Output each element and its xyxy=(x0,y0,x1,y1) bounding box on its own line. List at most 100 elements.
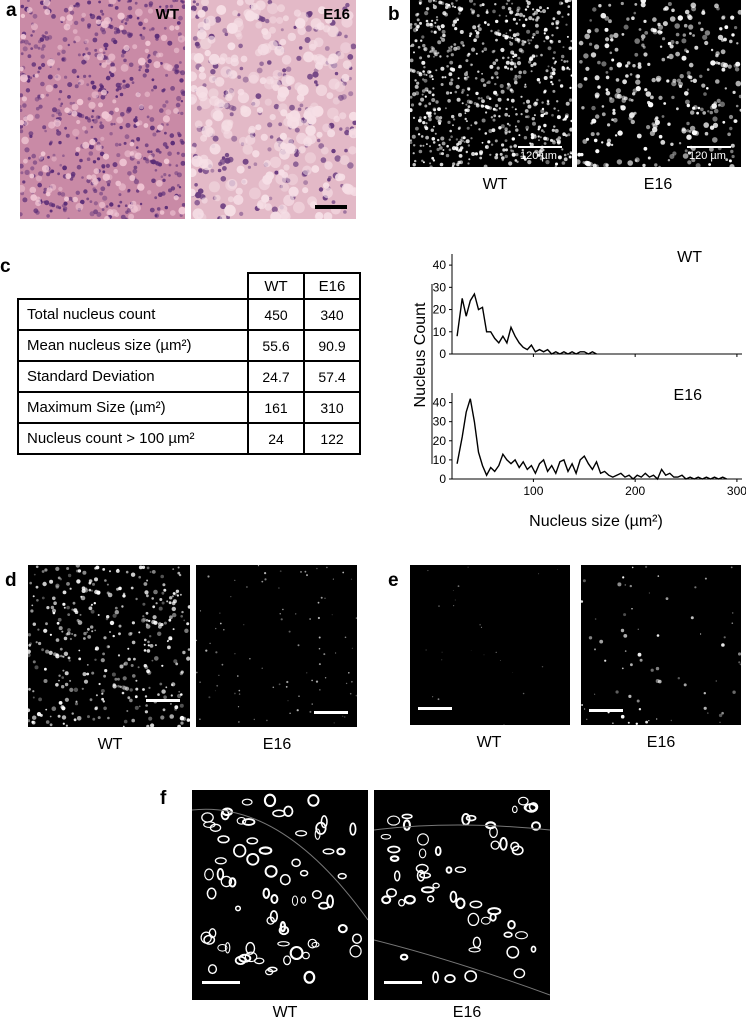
texture-dot xyxy=(98,201,106,209)
texture-dot xyxy=(104,113,113,122)
texture-dot xyxy=(342,6,348,12)
texture-dot xyxy=(512,672,514,673)
nucleus-stats-table: WT E16 Total nucleus count 450 340 Mean … xyxy=(17,272,361,455)
texture-dot xyxy=(31,720,36,725)
texture-dot xyxy=(29,581,32,585)
texture-dot xyxy=(222,28,228,34)
texture-dot xyxy=(130,664,134,667)
texture-dot xyxy=(735,80,741,87)
texture-dot xyxy=(225,179,238,192)
texture-dot xyxy=(57,52,61,56)
y-axis-label: Nucleus Count xyxy=(412,302,429,408)
texture-dot xyxy=(419,116,422,120)
texture-dot xyxy=(647,62,651,66)
texture-dot xyxy=(69,687,74,692)
texture-dot xyxy=(252,150,260,158)
texture-dot xyxy=(488,129,493,133)
texture-dot xyxy=(102,153,110,160)
row-label: Maximum Size (µm²) xyxy=(17,391,249,424)
texture-dot xyxy=(328,122,335,129)
texture-dot xyxy=(65,724,68,727)
scale-bar xyxy=(687,146,731,148)
texture-dot xyxy=(703,122,709,128)
texture-dot xyxy=(134,695,138,699)
texture-dot xyxy=(186,656,190,661)
texture-dot xyxy=(536,16,540,20)
texture-dot xyxy=(424,87,429,92)
texture-dot xyxy=(509,29,512,32)
texture-dot xyxy=(199,37,212,50)
texture-dot xyxy=(94,707,98,711)
texture-dot xyxy=(441,651,443,653)
texture-dot xyxy=(172,592,176,595)
series-label-wt: WT xyxy=(677,249,702,266)
texture-dot xyxy=(521,42,525,46)
texture-dot xyxy=(144,695,148,698)
texture-dot xyxy=(524,83,527,86)
texture-dot xyxy=(215,627,217,630)
texture-dot xyxy=(147,59,152,64)
texture-dot xyxy=(238,693,241,695)
texture-dot xyxy=(162,103,167,108)
texture-dot xyxy=(267,0,273,5)
texture-dot xyxy=(463,141,466,143)
texture-dot xyxy=(492,118,496,122)
texture-dot xyxy=(639,658,643,662)
texture-dot xyxy=(425,22,430,27)
texture-dot xyxy=(539,157,543,161)
texture-dot xyxy=(672,78,677,83)
vessel-mark xyxy=(289,945,304,961)
texture-dot xyxy=(231,105,237,112)
texture-dot xyxy=(220,176,227,182)
texture-dot xyxy=(541,666,544,668)
texture-dot xyxy=(675,51,680,57)
vessel-mark xyxy=(420,886,435,894)
texture-dot xyxy=(94,32,99,37)
texture-dot xyxy=(214,690,216,692)
nuclei-image-wt: 120 µm xyxy=(410,0,572,167)
texture-dot xyxy=(169,596,173,600)
texture-dot xyxy=(732,690,736,694)
texture-dot xyxy=(274,45,285,56)
texture-dot xyxy=(58,626,63,631)
texture-dot xyxy=(176,172,182,178)
texture-dot xyxy=(454,599,456,601)
texture-dot xyxy=(585,66,590,71)
texture-dot xyxy=(156,207,161,211)
texture-dot xyxy=(28,652,31,658)
texture-dot xyxy=(195,86,208,98)
texture-dot xyxy=(161,601,165,605)
texture-dot xyxy=(431,98,436,102)
texture-dot xyxy=(160,574,164,579)
texture-dot xyxy=(92,717,96,721)
texture-dot xyxy=(177,35,185,43)
y-tick-label: 40 xyxy=(433,396,447,410)
texture-dot xyxy=(590,52,597,58)
tissue-edge xyxy=(374,824,550,996)
vessel-mark xyxy=(266,916,275,925)
texture-dot xyxy=(700,107,704,112)
texture-dot xyxy=(142,688,145,691)
texture-dot xyxy=(57,44,63,50)
texture-dot xyxy=(280,618,283,621)
texture-dot xyxy=(594,693,596,695)
vessel-mark xyxy=(386,888,397,898)
texture-dot xyxy=(530,39,533,42)
texture-dot xyxy=(196,639,198,642)
texture-dot xyxy=(532,8,535,11)
texture-dot xyxy=(447,99,451,103)
texture-dot xyxy=(64,682,69,687)
texture-dot xyxy=(560,2,564,5)
texture-dot xyxy=(431,47,435,51)
texture-dot xyxy=(144,3,148,8)
vessel-mark xyxy=(455,897,466,910)
texture-dot xyxy=(135,146,139,149)
texture-dot xyxy=(693,105,698,110)
texture-dot xyxy=(131,640,136,645)
texture-dot xyxy=(526,115,530,119)
texture-dot xyxy=(440,66,445,71)
texture-dot xyxy=(526,99,530,104)
vessel-mark xyxy=(241,798,253,806)
texture-dot xyxy=(608,3,612,7)
texture-dot xyxy=(112,613,117,618)
